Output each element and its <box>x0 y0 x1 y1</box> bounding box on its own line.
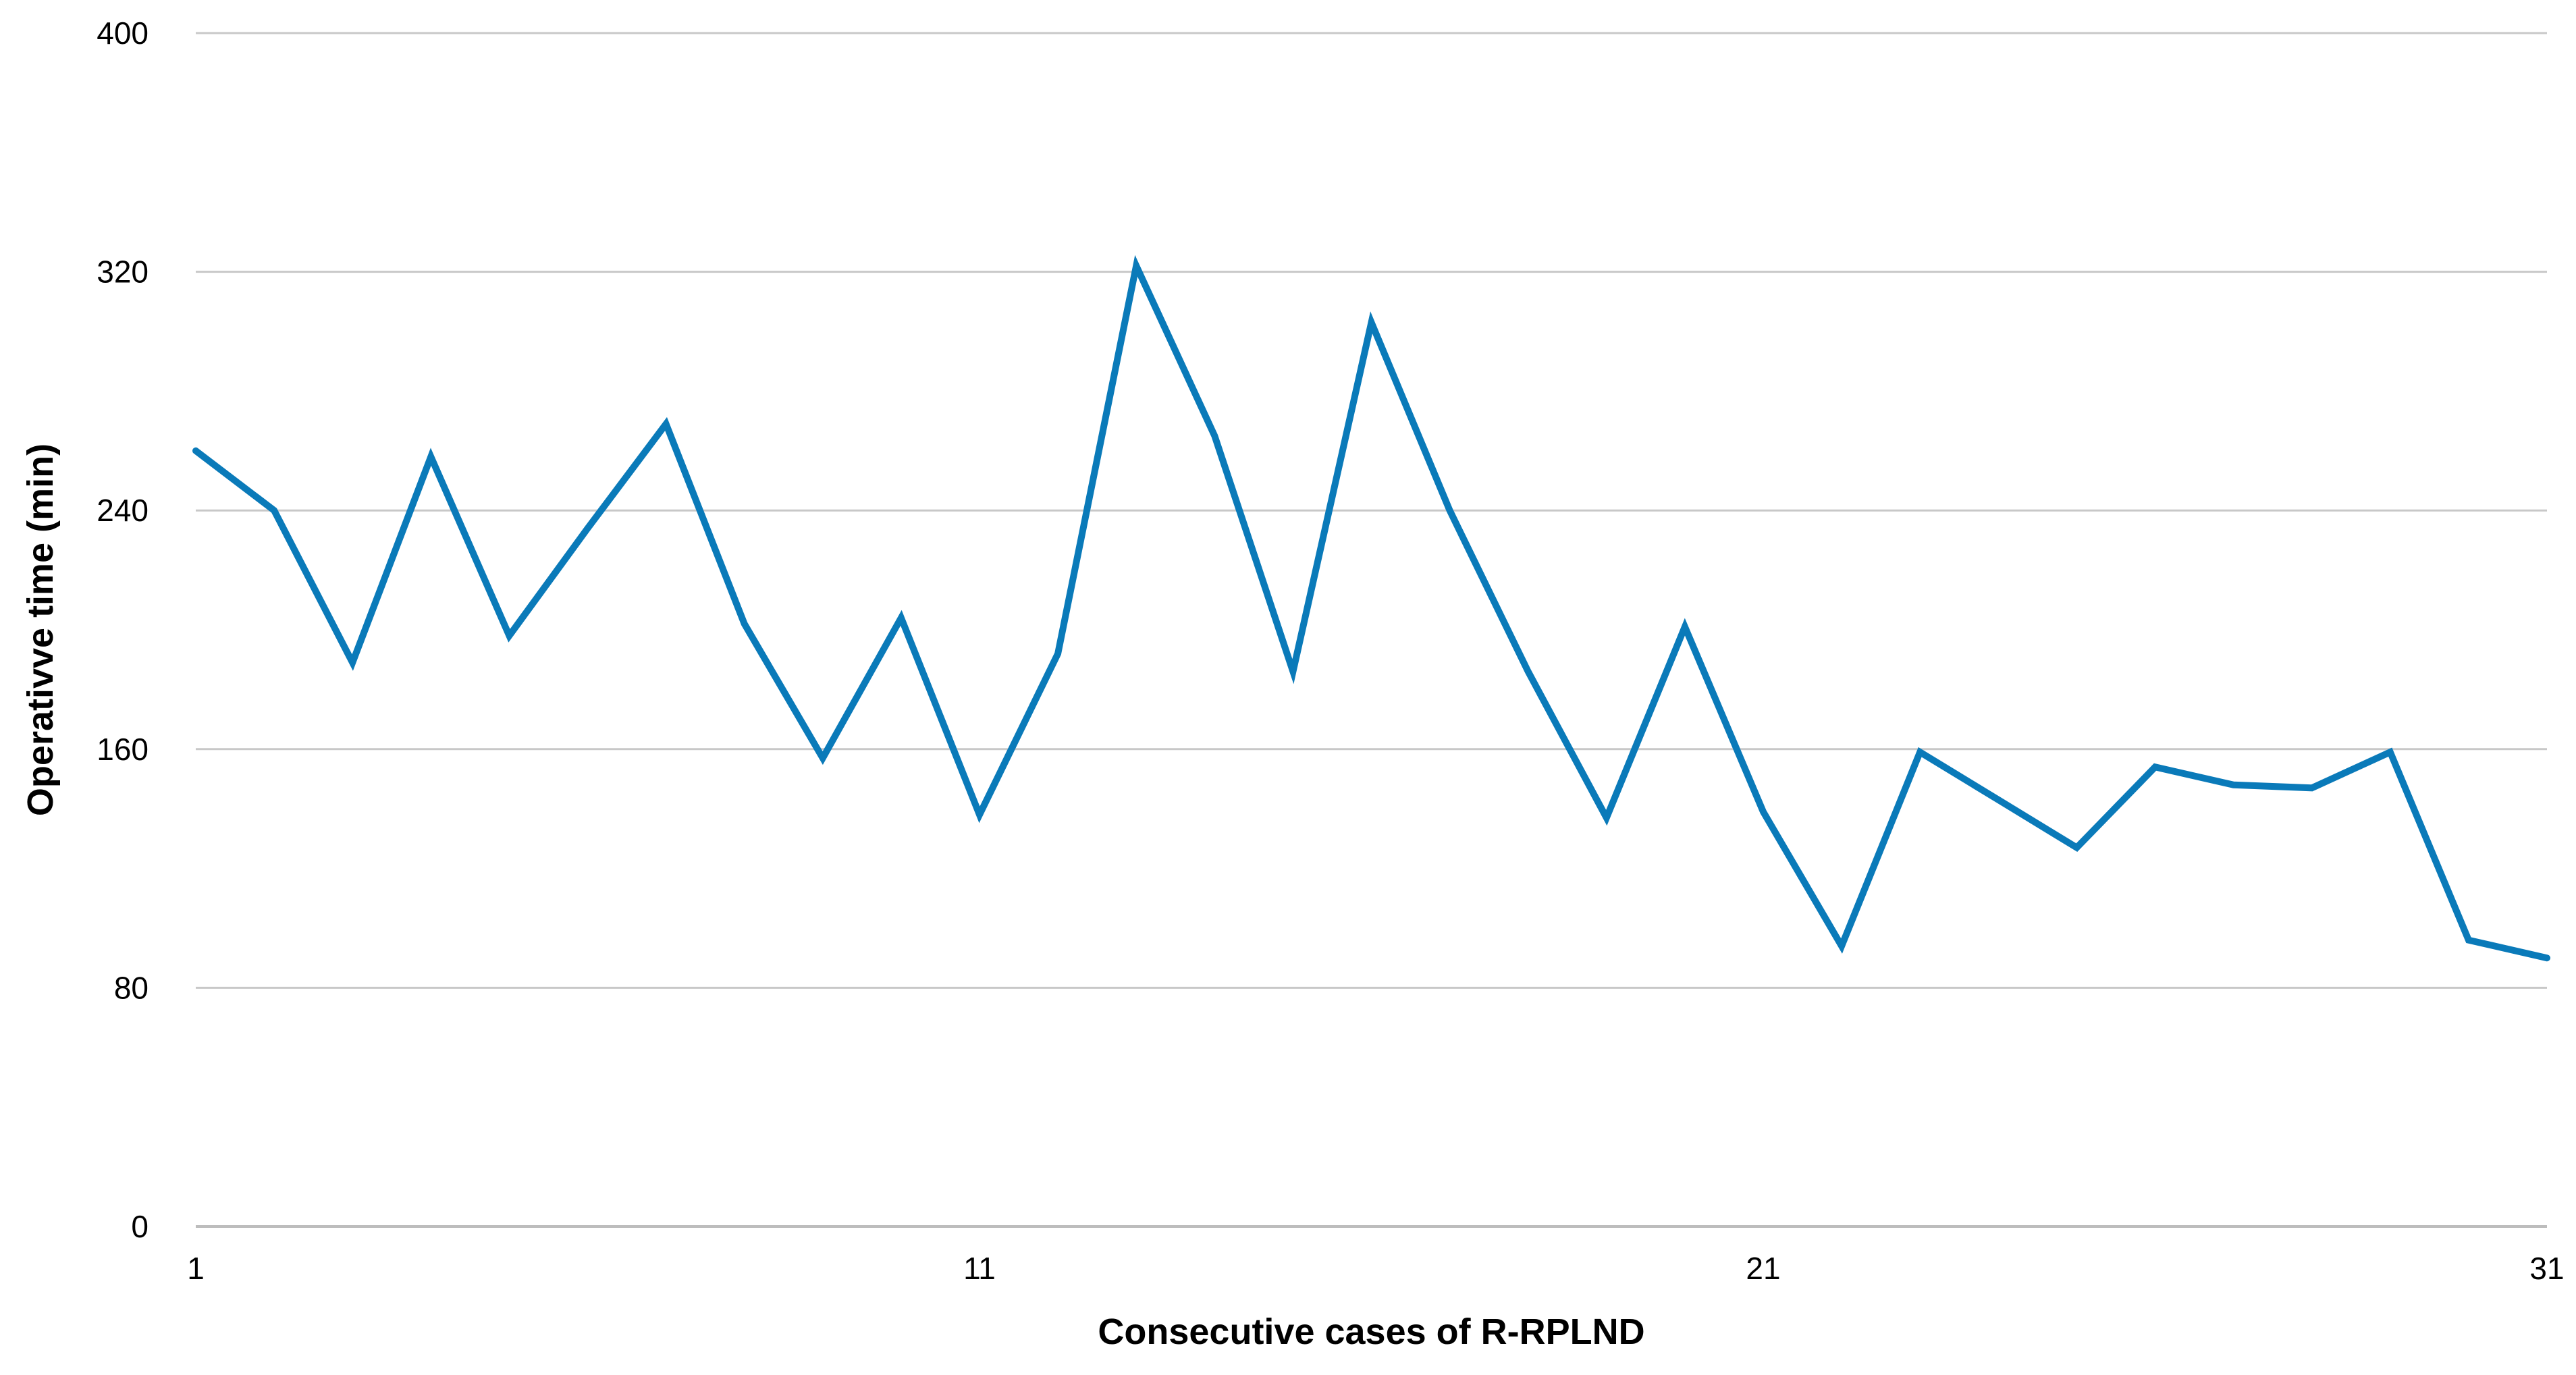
y-tick-label: 320 <box>97 254 149 290</box>
x-axis-title: Consecutive cases of R-RPLND <box>1098 1312 1644 1352</box>
series-group <box>192 254 2550 962</box>
y-tick-label: 240 <box>97 493 149 528</box>
y-tick-label: 400 <box>97 16 149 51</box>
x-tick-label: 31 <box>2529 1251 2564 1286</box>
x-axis-ticks: 1 11 21 31 <box>187 1251 2564 1286</box>
x-tick-label: 21 <box>1746 1251 1780 1286</box>
x-tick-label: 1 <box>187 1251 205 1286</box>
y-axis-title: Operativve time (min) <box>20 443 61 816</box>
y-tick-label: 160 <box>97 732 149 767</box>
y-axis-ticks: 0 80 160 240 320 400 <box>97 16 149 1244</box>
grid-lines <box>196 32 2547 1228</box>
x-tick-label: 11 <box>963 1251 996 1286</box>
y-tick-label: 80 <box>114 970 149 1005</box>
y-tick-label: 0 <box>131 1209 149 1244</box>
series-line-0 <box>192 254 2550 962</box>
